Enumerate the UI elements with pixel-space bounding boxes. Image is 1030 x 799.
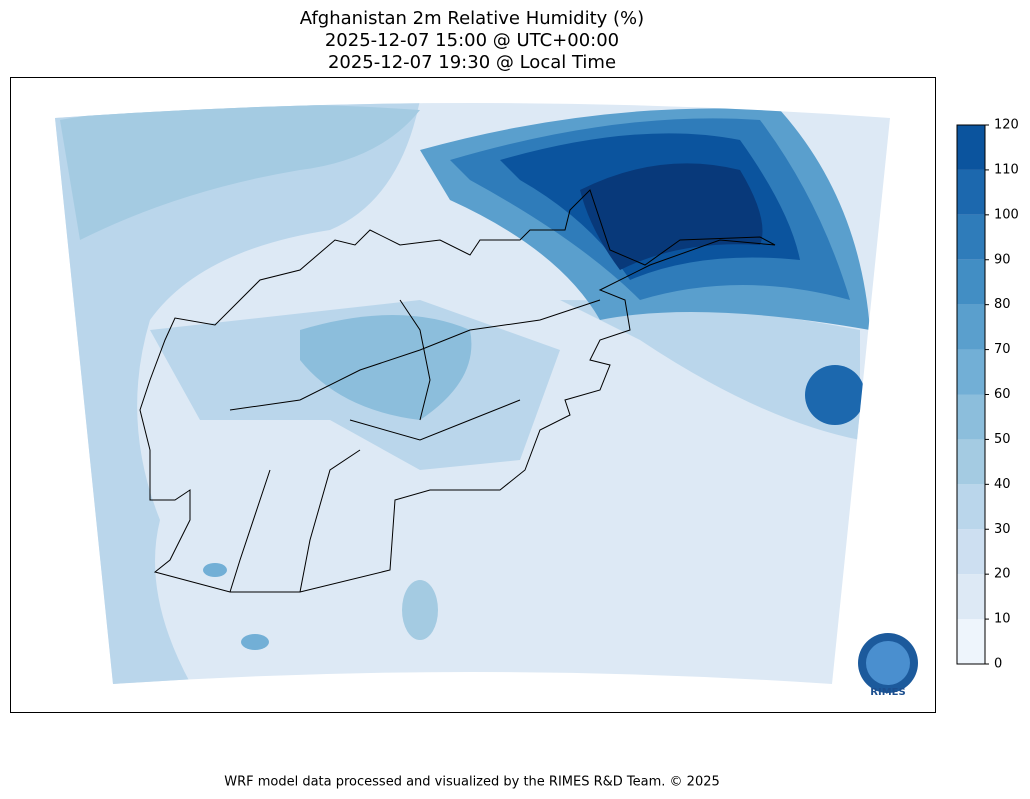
colorbar-segment [957,484,985,530]
footer: WRF model data processed and visualized … [224,775,720,790]
colorbar-tick-label: 60 [994,387,1011,402]
colorbar-tick-label: 120 [994,118,1019,133]
colorbar-tick-label: 80 [994,297,1011,312]
colorbar-segment [957,574,985,620]
colorbar-tick-label: 0 [994,657,1002,672]
colorbar-tick-label: 70 [994,342,1011,357]
humidity-field [55,103,890,684]
colorbar-tick-label: 50 [994,432,1011,447]
colorbar-tick-label: 100 [994,207,1019,222]
colorbar-segment [957,439,985,485]
colorbar-segment [957,125,985,170]
logo: RIMES [858,633,918,698]
colorbar: 0 10 20 30 40 50 60 70 80 90 100 110 120 [956,118,1019,672]
title-line: Afghanistan 2m Relative Humidity (%) [300,8,644,29]
colorbar-segment [957,349,985,395]
colorbar-segment [957,169,985,215]
colorbar-segment [957,259,985,305]
title-line: 2025-12-07 19:30 @ Local Time [328,52,616,73]
colorbar-tick-label: 10 [994,612,1011,627]
colorbar-tick-label: 90 [994,252,1011,267]
logo-text: RIMES [870,687,905,698]
colorbar-tick-label: 30 [994,522,1011,537]
colorbar-segment [957,394,985,440]
colorbar-tick-label: 20 [994,567,1011,582]
colorbar-segment [957,619,985,664]
colorbar-segment [957,304,985,350]
country-borders [139,189,776,593]
colorbar-segment [957,529,985,575]
colorbar-segment [957,214,985,260]
colorbar-tick-label: 40 [994,477,1011,492]
colorbar-tick-label: 110 [994,162,1019,177]
title-line: 2025-12-07 15:00 @ UTC+00:00 [325,30,619,51]
